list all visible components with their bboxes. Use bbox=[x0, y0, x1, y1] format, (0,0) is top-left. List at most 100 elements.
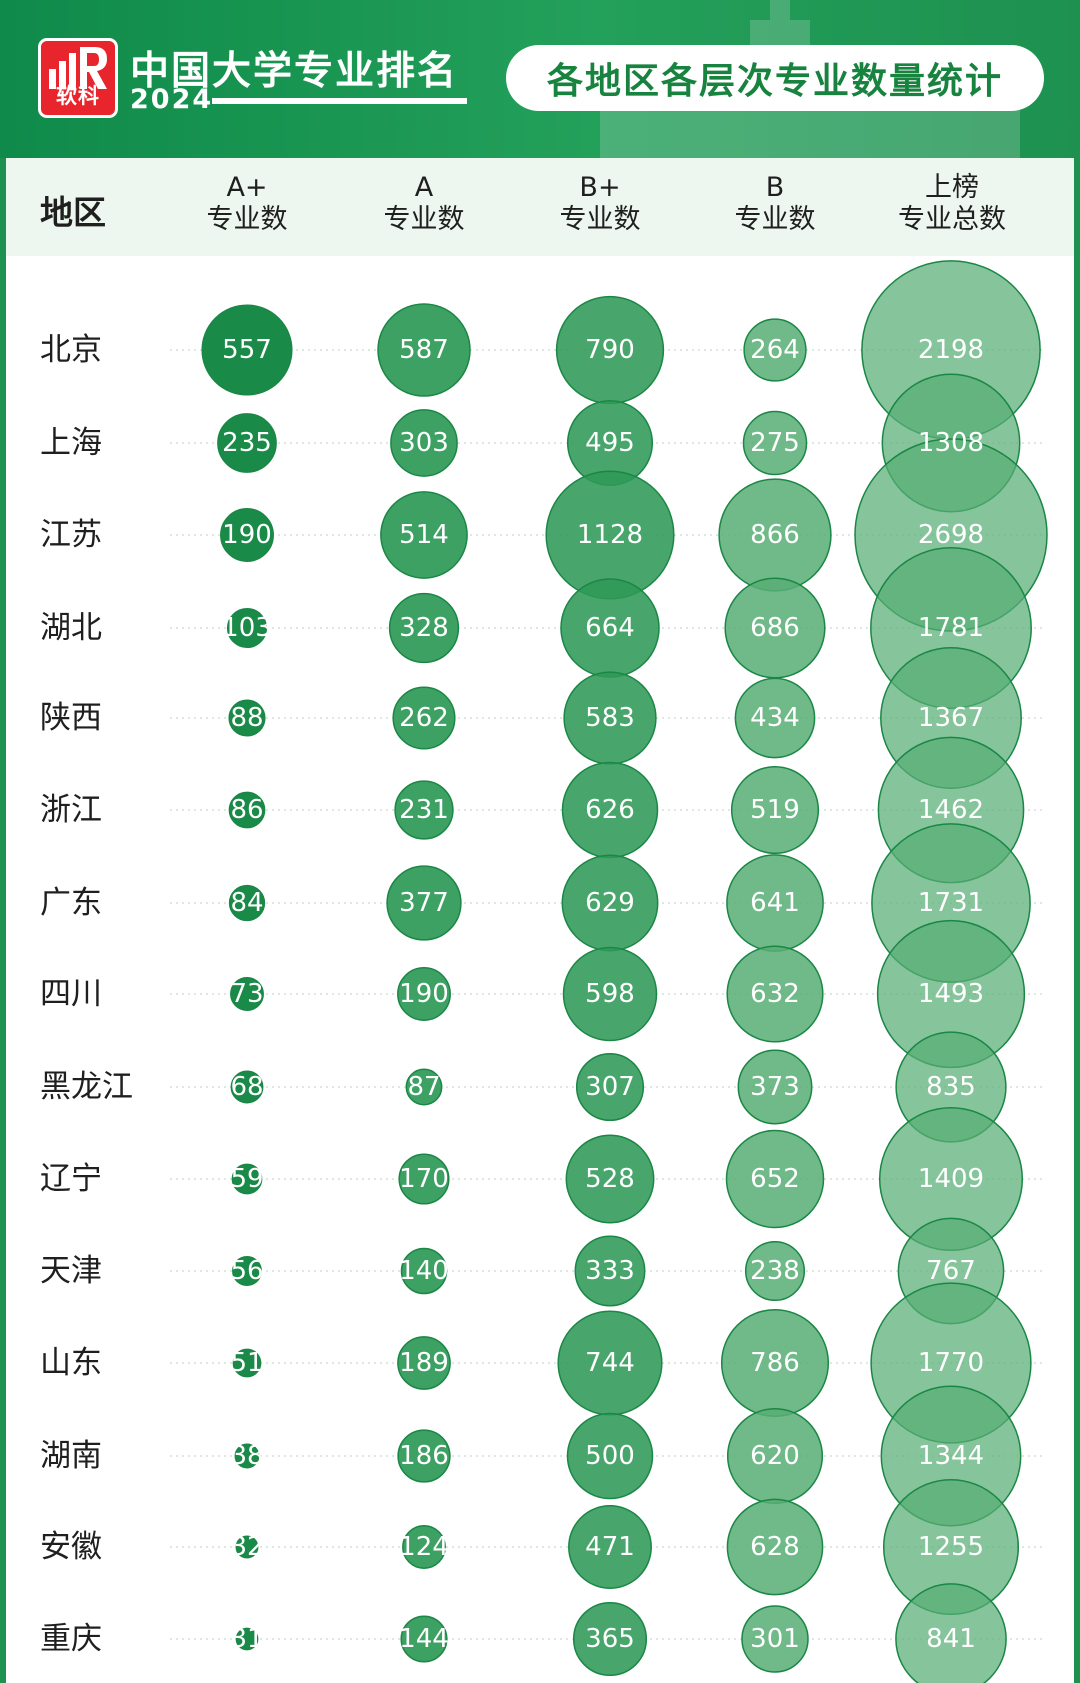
value-label: 87 bbox=[407, 1072, 440, 1102]
value-label: 664 bbox=[585, 613, 635, 643]
value-label: 1770 bbox=[918, 1348, 984, 1378]
value-bubble bbox=[400, 1247, 448, 1295]
value-label: 264 bbox=[750, 335, 800, 365]
brand-underline bbox=[212, 98, 467, 104]
region-label: 天津 bbox=[40, 1253, 102, 1289]
region-label: 四川 bbox=[40, 976, 102, 1012]
column-header-a: A 专业数 bbox=[339, 172, 509, 236]
column-header-line2: 专业总数 bbox=[898, 204, 1006, 235]
region-column-header: 地区 bbox=[40, 193, 106, 232]
value-label: 434 bbox=[750, 703, 800, 733]
value-bubble bbox=[895, 1583, 1007, 1683]
value-label: 528 bbox=[585, 1164, 635, 1194]
value-bubble bbox=[734, 677, 816, 759]
logo-text: 软科 bbox=[56, 84, 100, 108]
value-label: 186 bbox=[399, 1441, 449, 1471]
value-bubble bbox=[220, 508, 274, 562]
value-label: 598 bbox=[585, 979, 635, 1009]
value-label: 514 bbox=[399, 520, 449, 550]
value-label: 328 bbox=[399, 613, 449, 643]
value-bubble bbox=[235, 1535, 259, 1559]
region-label: 陕西 bbox=[40, 700, 102, 736]
value-label: 88 bbox=[230, 703, 263, 733]
value-label: 652 bbox=[750, 1164, 800, 1194]
value-bubble bbox=[572, 1601, 648, 1677]
ruanke-logo: 软科 bbox=[38, 38, 118, 118]
column-header-b-plus: B+ 专业数 bbox=[515, 172, 685, 236]
brand-title: 中国大学专业排名 bbox=[130, 49, 459, 94]
value-bubble bbox=[562, 946, 658, 1042]
value-bubble bbox=[568, 1505, 652, 1589]
brand-year: 2024 bbox=[130, 84, 214, 115]
value-label: 628 bbox=[750, 1532, 800, 1562]
value-label: 471 bbox=[585, 1532, 635, 1562]
value-bubble bbox=[742, 410, 808, 476]
value-bubble bbox=[230, 1070, 264, 1104]
region-label: 山东 bbox=[40, 1345, 102, 1381]
value-label: 1344 bbox=[918, 1441, 984, 1471]
value-label: 365 bbox=[585, 1624, 635, 1654]
value-label: 1462 bbox=[918, 795, 984, 825]
value-label: 587 bbox=[399, 335, 449, 365]
value-bubble bbox=[386, 865, 462, 941]
value-bubble bbox=[725, 1129, 825, 1229]
column-header-line1: 上榜 bbox=[925, 172, 979, 203]
value-label: 373 bbox=[750, 1072, 800, 1102]
value-label: 238 bbox=[750, 1256, 800, 1286]
value-bubble bbox=[726, 1498, 824, 1596]
value-label: 1128 bbox=[577, 520, 643, 550]
value-label: 377 bbox=[399, 888, 449, 918]
value-bubble bbox=[402, 1525, 446, 1569]
value-bubble bbox=[234, 1443, 260, 1469]
value-label: 190 bbox=[399, 979, 449, 1009]
value-label: 86 bbox=[230, 795, 263, 825]
region-label: 安徽 bbox=[40, 1529, 102, 1565]
value-label: 189 bbox=[399, 1348, 449, 1378]
value-bubble bbox=[397, 1429, 451, 1483]
column-header-line1: A bbox=[414, 172, 434, 203]
value-label: 632 bbox=[750, 979, 800, 1009]
column-header-b: B 专业数 bbox=[690, 172, 860, 236]
value-label: 686 bbox=[750, 613, 800, 643]
column-header-line1: A+ bbox=[226, 172, 268, 203]
value-label: 103 bbox=[222, 613, 272, 643]
region-label: 黑龙江 bbox=[40, 1069, 133, 1105]
value-label: 500 bbox=[585, 1441, 635, 1471]
value-label: 1409 bbox=[918, 1164, 984, 1194]
value-label: 333 bbox=[585, 1256, 635, 1286]
region-label: 重庆 bbox=[40, 1621, 102, 1657]
value-label: 786 bbox=[750, 1348, 800, 1378]
value-label: 68 bbox=[230, 1072, 263, 1102]
value-bubble bbox=[226, 607, 268, 649]
region-label: 江苏 bbox=[40, 517, 102, 553]
chart-title: 各地区各层次专业数量统计 bbox=[546, 61, 1003, 102]
value-label: 1308 bbox=[918, 428, 984, 458]
column-header-line1: B+ bbox=[579, 172, 621, 203]
value-bubble bbox=[730, 765, 820, 855]
value-bubble bbox=[743, 318, 807, 382]
value-label: 144 bbox=[399, 1624, 449, 1654]
value-bubble bbox=[228, 791, 266, 829]
logo-bars-icon bbox=[49, 47, 107, 89]
value-label: 620 bbox=[750, 1441, 800, 1471]
value-bubble bbox=[377, 303, 471, 397]
value-label: 56 bbox=[230, 1256, 263, 1286]
region-label: 湖南 bbox=[40, 1438, 102, 1474]
value-bubble bbox=[398, 1153, 450, 1205]
value-label: 626 bbox=[585, 795, 635, 825]
column-header-line2: 专业数 bbox=[206, 204, 288, 235]
value-bubble bbox=[737, 1049, 813, 1125]
value-label: 1731 bbox=[918, 888, 984, 918]
value-bubble bbox=[566, 1412, 654, 1500]
region-label: 上海 bbox=[40, 425, 102, 461]
value-label: 495 bbox=[585, 428, 635, 458]
value-label: 744 bbox=[585, 1348, 635, 1378]
column-header-line2: 专业数 bbox=[734, 204, 816, 235]
value-bubble bbox=[217, 413, 277, 473]
value-label: 1781 bbox=[918, 613, 984, 643]
value-bubble bbox=[231, 1163, 263, 1195]
value-label: 641 bbox=[750, 888, 800, 918]
value-label: 557 bbox=[222, 335, 272, 365]
value-bubble bbox=[201, 304, 293, 396]
value-bubble bbox=[741, 1605, 809, 1673]
